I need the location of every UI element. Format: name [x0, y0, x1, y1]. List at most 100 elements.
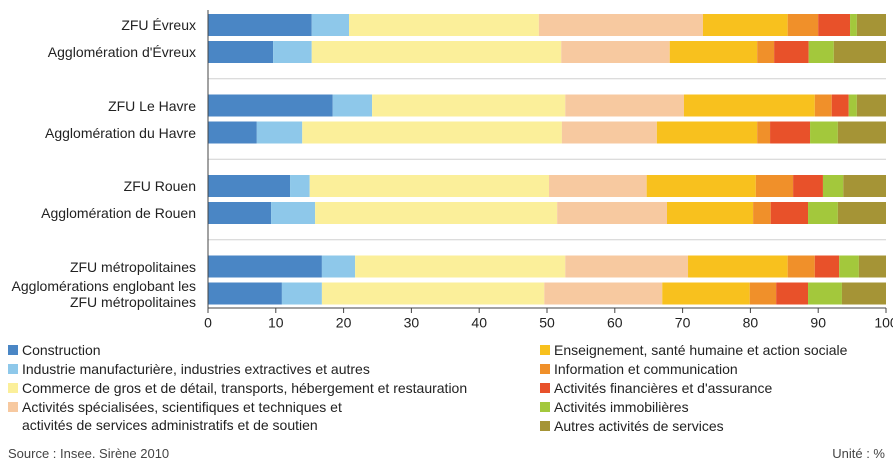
bar-segment: [646, 175, 756, 197]
bar-segment: [770, 121, 811, 144]
bar-segment: [787, 14, 819, 36]
x-tick-label: 40: [471, 315, 487, 331]
legend-label: Activités financières et d'assurance: [554, 380, 773, 396]
bar-segment: [808, 202, 838, 224]
bar-segment: [565, 94, 684, 117]
x-tick-label: 60: [607, 315, 623, 331]
bar-segment: [557, 202, 668, 224]
x-tick-label: 80: [743, 315, 759, 331]
bar-segment: [565, 255, 689, 278]
legend-swatch: [540, 383, 550, 393]
legend-label: Construction: [22, 342, 101, 358]
bar-segment: [843, 175, 886, 197]
bar-segment: [321, 282, 545, 305]
legend-item: Commerce de gros et de détail, transport…: [8, 379, 467, 397]
y-tick-label: Agglomérations englobant les ZFU métropo…: [11, 277, 196, 310]
bar-segment: [833, 41, 886, 63]
legend-label: Enseignement, santé humaine et action so…: [554, 342, 848, 358]
bar-segment: [349, 14, 539, 36]
bar-segment: [561, 41, 670, 63]
bar-segment: [656, 121, 758, 144]
bar-segment: [757, 41, 775, 63]
chart: 0 10 20 30 40 50 60 70 80 90 100: [204, 10, 893, 331]
bar-segment: [793, 175, 823, 197]
bar-segment: [755, 175, 794, 197]
bar-segment: [538, 14, 703, 36]
bar-segment: [544, 282, 663, 305]
bar-segment: [858, 255, 886, 278]
bar-segment: [770, 202, 809, 224]
bar-segment: [837, 202, 886, 224]
bar-segment: [850, 14, 857, 36]
y-tick-label: ZFU Évreux: [121, 17, 196, 33]
bar-segment: [208, 255, 322, 278]
x-tick-label: 30: [404, 315, 420, 331]
y-tick-label: ZFU métropolitaines: [69, 258, 196, 275]
bar-segment: [753, 202, 771, 224]
bar-segment: [787, 255, 815, 278]
legend-label: Information et communication: [554, 361, 738, 377]
y-tick-label: ZFU Le Havre: [108, 97, 196, 114]
bar-segment: [683, 94, 815, 117]
bar-segment: [273, 41, 312, 63]
legend-swatch: [540, 345, 550, 355]
bar-segment: [561, 121, 657, 144]
bar-segment: [208, 121, 257, 144]
bar-segment: [839, 255, 859, 278]
x-tick-label: 50: [539, 315, 555, 331]
bar-segment: [256, 121, 303, 144]
legend-swatch: [8, 345, 18, 355]
legend-label: Autres activités de services: [554, 418, 724, 434]
bar-segment: [549, 175, 647, 197]
bar-segment: [822, 175, 844, 197]
bar-segment: [290, 175, 310, 197]
legend-item: Information et communication: [540, 360, 738, 378]
legend-item: Autres activités de services: [540, 417, 724, 435]
bar-segment: [311, 41, 562, 63]
legend-item: Activités financières et d'assurance: [540, 379, 772, 397]
source: Source : Insee. Sirène 2010: [8, 446, 170, 461]
unit: Unité : %: [832, 446, 885, 461]
bar-segment: [818, 14, 851, 36]
x-tick-label: 0: [204, 315, 212, 331]
legend-item: Construction: [8, 341, 101, 359]
x-tick-label: 100: [874, 315, 893, 331]
x-tick-label: 10: [268, 315, 284, 331]
bar-segment: [702, 14, 788, 36]
bar-segment: [814, 94, 832, 117]
legend-item: Activités spécialisées, scientifiques et…: [8, 398, 382, 434]
bar-segment: [776, 282, 809, 305]
bar-segment: [667, 202, 754, 224]
bar-segment: [774, 41, 809, 63]
bar-segment: [688, 255, 788, 278]
bar-segment: [814, 255, 840, 278]
legend-label: Activités immobilières: [554, 399, 689, 415]
bar-segment: [808, 41, 834, 63]
x-tick-label: 20: [336, 315, 352, 331]
bar-segment: [757, 121, 771, 144]
legend-label: Activités spécialisées, scientifiques et…: [22, 399, 342, 433]
bar-segment: [831, 94, 849, 117]
legend-swatch: [8, 383, 18, 393]
x-tick-label: 90: [810, 315, 826, 331]
y-tick-label: ZFU Rouen: [123, 178, 196, 194]
bar-segment: [302, 121, 562, 144]
legend-swatch: [540, 402, 550, 412]
bar-segment: [208, 175, 291, 197]
legend-swatch: [540, 421, 550, 431]
bar-segment: [332, 94, 373, 117]
bar-segment: [856, 94, 886, 117]
bar-segment: [841, 282, 886, 305]
legend-label: Commerce de gros et de détail, transport…: [22, 380, 468, 396]
legend-label: Industrie manufacturière, industries ext…: [22, 361, 370, 377]
x-tick-label: 70: [675, 315, 691, 331]
bar-segment: [311, 14, 350, 36]
legend-item: Activités immobilières: [540, 398, 689, 416]
bar-segment: [208, 282, 282, 305]
bar-segment: [355, 255, 566, 278]
legend-swatch: [540, 364, 550, 374]
y-tick-label: Agglomération de Rouen: [41, 205, 196, 221]
bar-segment: [208, 41, 274, 63]
bar-segment: [837, 121, 886, 144]
